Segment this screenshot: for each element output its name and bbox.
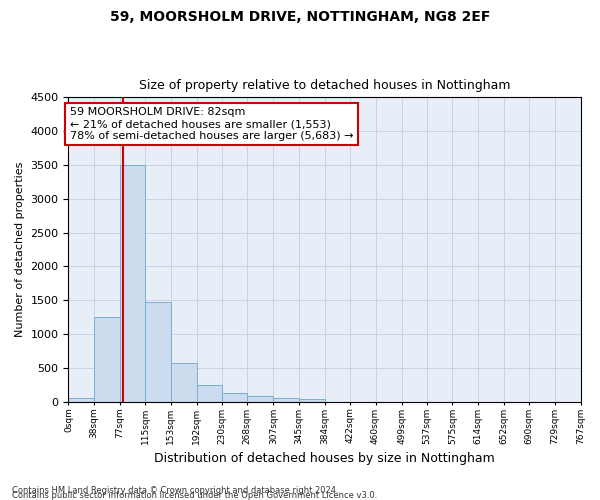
Bar [274, 398, 299, 402]
Text: Contains HM Land Registry data © Crown copyright and database right 2024.: Contains HM Land Registry data © Crown c… [12, 486, 338, 495]
X-axis label: Distribution of detached houses by size in Nottingham: Distribution of detached houses by size … [154, 452, 495, 465]
Text: 59, MOORSHOLM DRIVE, NOTTINGHAM, NG8 2EF: 59, MOORSHOLM DRIVE, NOTTINGHAM, NG8 2EF [110, 10, 490, 24]
Text: Contains public sector information licensed under the Open Government Licence v3: Contains public sector information licen… [12, 491, 377, 500]
Bar [247, 396, 274, 402]
Bar [170, 362, 197, 402]
Bar [120, 165, 145, 402]
Text: 59 MOORSHOLM DRIVE: 82sqm
← 21% of detached houses are smaller (1,553)
78% of se: 59 MOORSHOLM DRIVE: 82sqm ← 21% of detac… [70, 108, 353, 140]
Bar [222, 392, 247, 402]
Bar [145, 302, 170, 402]
Bar [68, 398, 94, 402]
Title: Size of property relative to detached houses in Nottingham: Size of property relative to detached ho… [139, 79, 510, 92]
Y-axis label: Number of detached properties: Number of detached properties [15, 162, 25, 337]
Bar [299, 400, 325, 402]
Bar [94, 317, 120, 402]
Bar [197, 385, 222, 402]
